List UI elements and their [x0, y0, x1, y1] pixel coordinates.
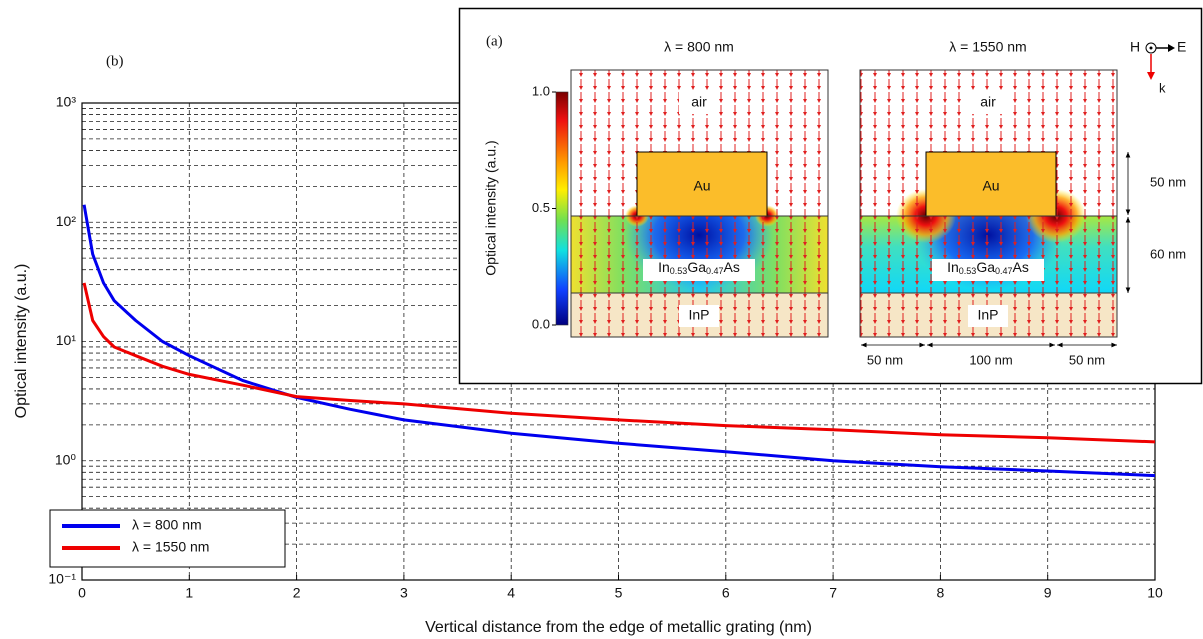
layer-label-subscript: 0.53: [670, 266, 688, 276]
panel-title: λ = 800 nm: [664, 39, 734, 55]
x-tick-label: 0: [78, 585, 86, 601]
air-label: air: [980, 94, 996, 110]
x-tick-label: 4: [507, 585, 515, 601]
dimension-arrowhead: [1125, 152, 1131, 158]
inset: (a) 1.0 0.5 0.0 Optical intensity (a.u.) λ = …: [458, 7, 1203, 385]
legend-label: λ = 800 nm: [132, 517, 202, 533]
h-dot: [1149, 46, 1153, 50]
colorbar-tick-label: 1.0: [532, 83, 550, 98]
layer-label-subscript: 0.47: [706, 266, 724, 276]
dimension-arrowhead: [1125, 209, 1131, 215]
dimension-label: 50 nm: [1150, 174, 1186, 189]
metal-label: Au: [693, 178, 710, 194]
dimension-label: 50 nm: [1069, 352, 1105, 367]
label-box: [932, 259, 1044, 281]
colorbar-label: Optical intensity (a.u.): [483, 140, 499, 275]
substrate-label: InP: [977, 307, 998, 323]
substrate-label: InP: [688, 307, 709, 323]
dimension-label: 100 nm: [969, 352, 1012, 367]
layer-label-part: As: [724, 259, 740, 275]
layer-label: In0.53Ga0.47As: [658, 259, 740, 277]
h-label: H: [1130, 39, 1140, 55]
panel-label: (b): [106, 53, 124, 69]
dimension-label: 50 nm: [867, 352, 903, 367]
dimension-arrowhead: [1111, 342, 1117, 348]
x-tick-label: 2: [293, 585, 301, 601]
x-tick-label: 5: [615, 585, 623, 601]
e-label: E: [1177, 39, 1186, 55]
layer-label-part: As: [1013, 259, 1029, 275]
panel-frame: [570, 69, 829, 338]
dimension-arrowhead: [927, 342, 933, 348]
label-box: [643, 259, 755, 281]
label-box: [679, 305, 719, 327]
layer-label-part: Ga: [687, 259, 706, 275]
y-tick-label: 10¹: [56, 332, 77, 348]
k-label: k: [1159, 80, 1166, 95]
legend-box: [49, 509, 286, 568]
y-tick-label: 10⁰: [55, 451, 77, 467]
y-axis-label: Optical intensity (a.u.): [13, 264, 30, 419]
x-axis-label: Vertical distance from the edge of metal…: [425, 619, 812, 636]
x-tick-label: 6: [722, 585, 730, 601]
label-box: [968, 92, 1008, 114]
panel-title: λ = 1550 nm: [949, 39, 1026, 55]
y-tick-label: 10²: [56, 213, 77, 229]
panel-frame: [859, 69, 1118, 338]
colorbar-tick-label: 0.0: [532, 316, 550, 331]
x-tick-label: 8: [937, 585, 945, 601]
series-line: [82, 204, 1156, 478]
layer-label-subscript: 0.53: [959, 266, 977, 276]
x-tick-label: 9: [1044, 585, 1052, 601]
layer-label-part: In: [658, 259, 670, 275]
dimension-arrowhead: [861, 342, 867, 348]
x-tick-label: 7: [829, 585, 837, 601]
x-tick-label: 1: [185, 585, 193, 601]
dimension-label: 60 nm: [1150, 246, 1186, 261]
layer-label: In0.53Ga0.47As: [947, 259, 1029, 277]
metal: [636, 151, 768, 217]
colorbar-tick-label: 0.5: [532, 200, 550, 215]
label-box: [968, 305, 1008, 327]
dimension-arrowhead: [1125, 287, 1131, 293]
dimension-arrowhead: [1057, 342, 1063, 348]
inset-label: (a): [486, 33, 503, 49]
layer-label-part: In: [947, 259, 959, 275]
layer-label-subscript: 0.47: [995, 266, 1013, 276]
legend-label: λ = 1550 nm: [132, 539, 209, 555]
dimension-arrowhead: [919, 342, 925, 348]
layer-label-part: Ga: [976, 259, 995, 275]
k-arrowhead: [1147, 72, 1155, 80]
metal: [925, 151, 1057, 217]
air-label: air: [691, 94, 707, 110]
colorbar: [555, 91, 569, 326]
dimension-arrowhead: [1125, 217, 1131, 223]
x-tick-label: 10: [1147, 585, 1163, 601]
x-tick-label: 3: [400, 585, 408, 601]
label-box: [679, 92, 719, 114]
y-tick-label: 10⁻¹: [48, 571, 76, 587]
e-arrowhead: [1168, 44, 1175, 52]
dimension-arrowhead: [1049, 342, 1055, 348]
y-tick-label: 10³: [56, 94, 77, 110]
metal-label: Au: [982, 178, 999, 194]
series-line: [82, 282, 1156, 444]
